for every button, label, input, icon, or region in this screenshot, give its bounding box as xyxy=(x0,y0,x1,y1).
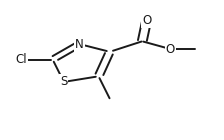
Text: N: N xyxy=(75,38,84,51)
Text: O: O xyxy=(142,14,151,27)
Text: O: O xyxy=(166,43,175,55)
Text: S: S xyxy=(60,75,67,88)
Text: Cl: Cl xyxy=(15,53,27,66)
